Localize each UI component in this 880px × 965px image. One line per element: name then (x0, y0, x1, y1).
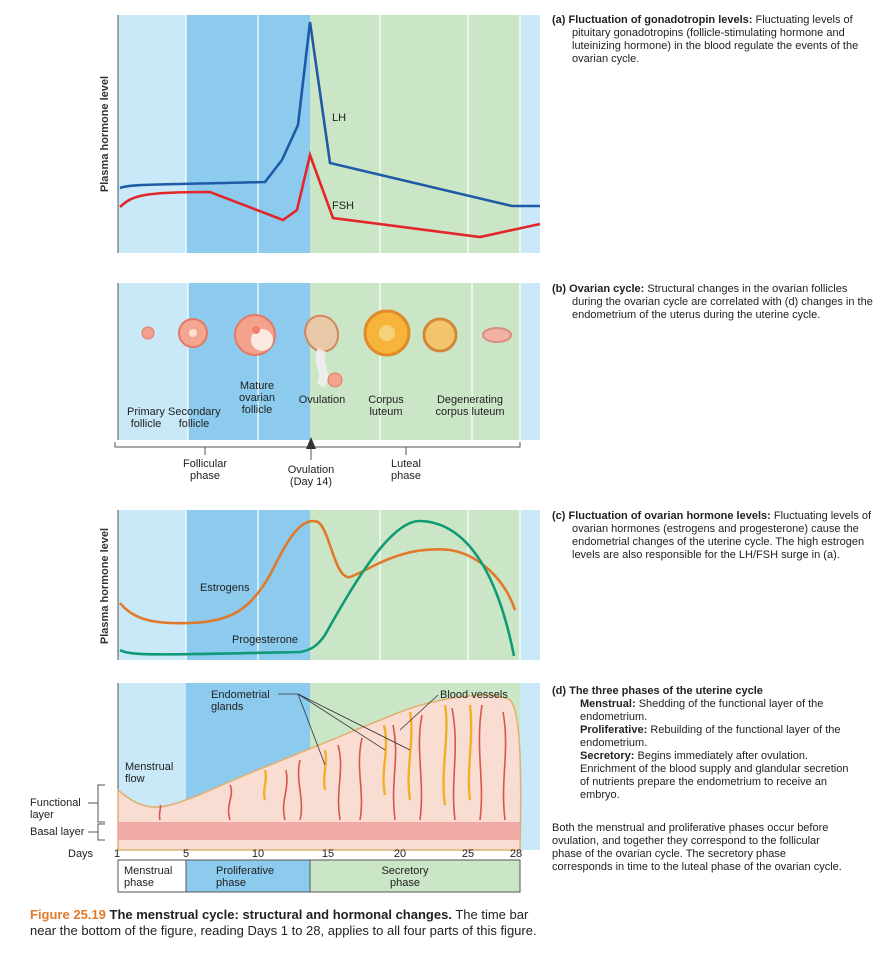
time-bar (117, 859, 521, 893)
days-label: Days (68, 848, 94, 860)
item-term: Secretory: (580, 750, 635, 762)
caption-d: (d) The three phases of the uterine cycl… (552, 685, 857, 802)
item-term: Proliferative: (580, 724, 648, 736)
phase-label: Ovulation (Day 14) (287, 464, 335, 488)
panel-a (117, 15, 541, 253)
day-tick: 5 (182, 848, 190, 860)
stage-label: Mature ovarian follicle (238, 380, 276, 416)
y-axis-label: Plasma hormone level (99, 75, 111, 193)
phase-label: Secretory phase (381, 865, 429, 889)
caption-heading: (c) Fluctuation of ovarian hormone level… (552, 510, 771, 522)
stage-label: Degenerating corpus luteum (435, 394, 505, 418)
callout: Endometrial glands (211, 689, 270, 713)
caption-b: (b) Ovarian cycle: Structural changes in… (552, 283, 877, 322)
item-text: Begins immediately after ovulation. Enri… (580, 750, 849, 801)
stage-label: Primary follicle (127, 406, 165, 430)
phase-label: Follicular phase (182, 458, 227, 482)
figure-text: The time bar near the bottom of the figu… (30, 907, 537, 938)
caption-item: Menstrual: Shedding of the functional la… (552, 698, 857, 724)
day-tick: 20 (393, 848, 407, 860)
caption-text: Structural changes in the ovarian follic… (572, 283, 873, 321)
caption-heading: (d) The three phases of the uterine cycl… (552, 685, 763, 697)
panel-d (88, 683, 540, 851)
caption-item: Proliferative: Rebuilding of the functio… (552, 724, 857, 750)
panel-b (114, 283, 540, 460)
phase-label: Luteal phase (391, 458, 421, 482)
item-text: Rebuilding of the functional layer of th… (580, 724, 841, 749)
callout: Menstrual flow (125, 761, 174, 785)
layer-label: Basal layer (30, 826, 85, 838)
layer-label: Functional layer (30, 797, 81, 821)
day-tick: 28 (509, 848, 523, 860)
caption-a: (a) Fluctuation of gonadotropin levels: … (552, 14, 877, 66)
y-axis-label: Plasma hormone level (99, 527, 111, 645)
figure-caption: Figure 25.19 The menstrual cycle: struct… (30, 907, 550, 939)
stage-label: Ovulation (298, 394, 346, 406)
callout: Blood vessels (440, 689, 508, 701)
figure-number: Figure 25.19 (30, 907, 106, 922)
curve-label: FSH (332, 200, 354, 212)
caption-heading: (b) Ovarian cycle: (552, 283, 645, 295)
curve-label: Progesterone (232, 634, 299, 646)
figure-title: The menstrual cycle: structural and horm… (109, 907, 452, 922)
caption-c: (c) Fluctuation of ovarian hormone level… (552, 510, 877, 562)
curve-label: Estrogens (200, 582, 250, 594)
panel-c (117, 510, 540, 660)
phase-label: Proliferative phase (216, 865, 275, 889)
caption-text: Fluctuating levels of pituitary gonadotr… (572, 14, 859, 65)
day-tick: 10 (251, 848, 265, 860)
item-text: Shedding of the functional layer of the … (580, 698, 824, 723)
curve-label: LH (332, 112, 347, 124)
day-tick: 15 (321, 848, 335, 860)
day-tick: 25 (461, 848, 475, 860)
phase-label: Menstrual phase (124, 865, 173, 889)
caption-note: Both the menstrual and proliferative pha… (552, 822, 842, 873)
caption-heading: (a) Fluctuation of gonadotropin levels: (552, 14, 753, 26)
item-term: Menstrual: (580, 698, 636, 710)
stage-label: Secondary follicle (168, 406, 221, 430)
stage-label: Corpus luteum (368, 394, 404, 418)
caption-text: Fluctuating levels of ovarian hormones (… (572, 510, 872, 561)
day-tick: 1 (113, 848, 121, 860)
caption-item: Secretory: Begins immediately after ovul… (552, 750, 857, 802)
